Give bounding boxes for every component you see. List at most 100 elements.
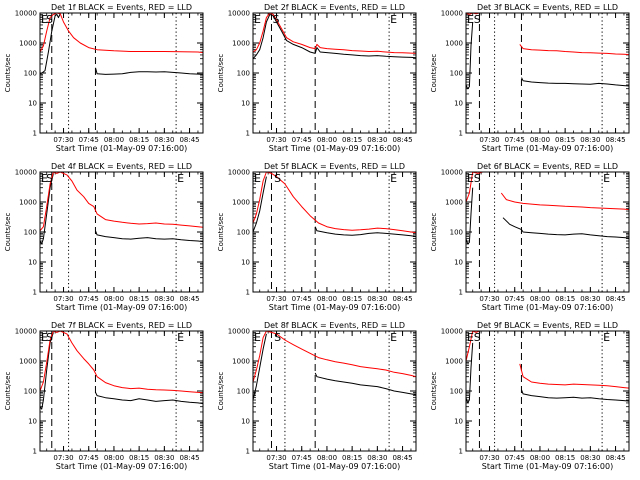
y-tick-label: 10 (28, 418, 37, 426)
x-tick-label: 07:45 (79, 295, 99, 303)
y-tick-label: 10000 (441, 169, 463, 177)
series-events-line (465, 21, 630, 90)
x-tick-label: 07:30 (53, 136, 73, 144)
marker-label-e: E (254, 13, 261, 26)
x-tick-label: 08:30 (154, 136, 174, 144)
x-tick-label: 08:00 (104, 136, 124, 144)
panel-6: Det 6f BLACK = Events, RED = LLD Start Ti… (430, 162, 630, 312)
x-tick-label: 08:30 (367, 295, 387, 303)
plot-frame (252, 330, 417, 452)
x-tick-label: 08:15 (342, 295, 362, 303)
marker-label-e: E (390, 172, 397, 185)
marker-label-e: E (177, 331, 184, 344)
x-axis-label: Start Time (01-May-09 07:16:00) (482, 303, 613, 312)
plot-frame (39, 330, 204, 452)
panel-title: Det 6f BLACK = Events, RED = LLD (477, 162, 618, 171)
y-tick-label: 100 (450, 388, 463, 396)
x-tick-label: 08:30 (580, 136, 600, 144)
marker-label-e: E (177, 172, 184, 185)
y-tick-label: 100 (237, 388, 250, 396)
x-tick-label: 08:30 (154, 454, 174, 462)
y-tick-label: 1 (246, 130, 250, 138)
y-tick-label: 1000 (445, 40, 463, 48)
y-tick-label: 1000 (445, 199, 463, 207)
x-axis-label: Start Time (01-May-09 07:16:00) (56, 303, 187, 312)
x-tick-label: 07:30 (53, 454, 73, 462)
y-tick-label: 1000 (445, 358, 463, 366)
marker-label-e: E (254, 331, 261, 344)
series-events-line (252, 333, 417, 401)
y-tick-label: 1 (459, 289, 463, 297)
y-axis-label: Counts/sec (430, 213, 438, 252)
x-tick-label: 08:45 (179, 454, 199, 462)
marker-label-e: E (41, 331, 48, 344)
y-tick-label: 10 (454, 100, 463, 108)
x-tick-label: 07:45 (79, 136, 99, 144)
series-lld-line (39, 12, 204, 54)
x-tick-label: 07:45 (292, 136, 312, 144)
x-axis-label: Start Time (01-May-09 07:16:00) (269, 303, 400, 312)
y-tick-label: 10 (454, 259, 463, 267)
marker-label-s: S (474, 172, 481, 185)
series-events-line (252, 176, 417, 238)
panel-title: Det 4f BLACK = Events, RED = LLD (51, 162, 192, 171)
y-tick-label: 1000 (19, 358, 37, 366)
x-tick-label: 08:15 (129, 295, 149, 303)
marker-label-e: E (390, 13, 397, 26)
y-tick-label: 10 (454, 418, 463, 426)
y-tick-label: 1 (459, 448, 463, 456)
y-tick-label: 10000 (228, 10, 250, 18)
x-tick-label: 08:45 (605, 136, 625, 144)
y-tick-label: 10 (241, 418, 250, 426)
marker-label-e: E (467, 172, 474, 185)
y-tick-label: 100 (24, 70, 37, 78)
x-tick-label: 07:45 (505, 454, 525, 462)
panel-title: Det 8f BLACK = Events, RED = LLD (264, 321, 405, 330)
x-tick-label: 07:30 (479, 136, 499, 144)
y-axis-label: Counts/sec (4, 213, 12, 252)
series-lld-line (465, 12, 630, 56)
panel-title: Det 3f BLACK = Events, RED = LLD (477, 3, 618, 12)
x-axis-label: Start Time (01-May-09 07:16:00) (482, 462, 613, 471)
x-tick-label: 08:45 (605, 295, 625, 303)
x-tick-label: 08:00 (317, 136, 337, 144)
y-tick-label: 10000 (15, 10, 37, 18)
x-tick-label: 08:45 (179, 295, 199, 303)
x-tick-label: 07:45 (79, 454, 99, 462)
x-tick-label: 08:45 (392, 454, 412, 462)
y-tick-label: 10000 (15, 328, 37, 336)
series-events-line (39, 173, 204, 245)
x-tick-label: 08:15 (342, 136, 362, 144)
y-tick-label: 1 (33, 130, 37, 138)
y-axis-label: Counts/sec (217, 213, 225, 252)
marker-label-e: E (390, 331, 397, 344)
x-tick-label: 07:30 (479, 295, 499, 303)
x-tick-label: 08:00 (530, 136, 550, 144)
x-tick-label: 07:30 (53, 295, 73, 303)
y-tick-label: 1000 (232, 40, 250, 48)
marker-label-e: E (467, 331, 474, 344)
plot-frame (465, 330, 630, 452)
y-tick-label: 1000 (19, 199, 37, 207)
x-tick-label: 08:30 (580, 454, 600, 462)
x-tick-label: 07:30 (266, 136, 286, 144)
x-tick-label: 07:45 (505, 295, 525, 303)
panel-1: Det 1f BLACK = Events, RED = LLD Start Ti… (4, 3, 204, 153)
panel-9: Det 9f BLACK = Events, RED = LLD Start Ti… (430, 321, 630, 471)
x-tick-label: 08:30 (367, 454, 387, 462)
y-tick-label: 1 (33, 448, 37, 456)
series-events-line (465, 187, 630, 245)
y-tick-label: 100 (450, 229, 463, 237)
plot-frame (39, 12, 204, 134)
y-tick-label: 10000 (228, 328, 250, 336)
y-tick-label: 10000 (228, 169, 250, 177)
x-tick-label: 08:45 (392, 295, 412, 303)
y-tick-label: 1 (33, 289, 37, 297)
panel-4: Det 4f BLACK = Events, RED = LLD Start Ti… (4, 162, 204, 312)
plot-frame (465, 171, 630, 293)
y-tick-label: 10 (28, 259, 37, 267)
marker-label-s: S (46, 13, 53, 26)
x-tick-label: 08:00 (317, 454, 337, 462)
y-tick-label: 100 (237, 229, 250, 237)
